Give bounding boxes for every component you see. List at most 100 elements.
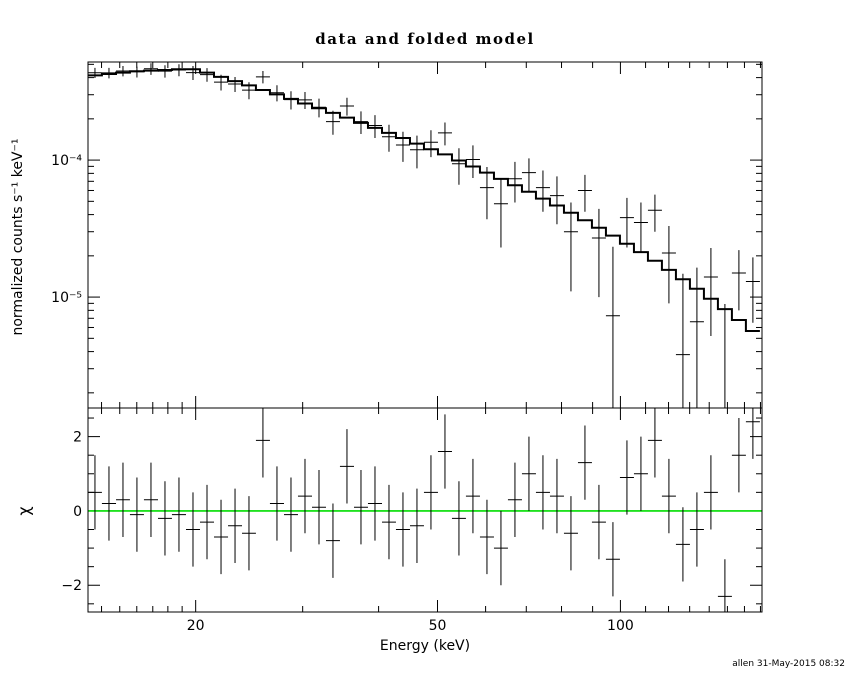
residual-point [675,507,690,582]
residual-point [661,458,676,534]
residual-point [591,484,606,560]
data-point [382,124,396,152]
y-tick-label-bottom: −2 [61,578,82,594]
y-tick-label-bottom: 0 [73,504,82,520]
data-point [451,148,466,185]
residual-point [214,499,229,575]
y-tick-label-top: 10⁻⁴ [51,153,82,169]
y-tick-label-bottom: 2 [73,430,82,446]
data-point [325,110,340,135]
residual-point [129,477,144,552]
data-point [745,257,760,323]
data-point [577,174,592,212]
residual-point [633,436,648,511]
residual-point [647,408,662,478]
x-axis-label: Energy (keV) [379,638,471,654]
data-point [619,197,634,248]
data-point [214,74,229,91]
residual-point [703,455,718,530]
x-tick-label: 20 [187,618,205,634]
data-point [647,194,662,232]
data-point [563,202,578,292]
residual-point [283,477,298,552]
residual-point [409,488,424,563]
data-point [269,85,284,102]
residual-point [312,470,326,545]
data-point [88,67,102,79]
residual-point [717,559,732,612]
data-point [395,131,410,162]
bottom-panel-frame [87,407,763,613]
data-point [143,63,159,75]
top-panel-frame [87,61,763,409]
model-line [88,68,760,333]
data-point [297,92,313,110]
residual-point [255,408,270,478]
data-point [242,82,256,100]
data-point [535,170,550,212]
data-point [312,98,326,118]
data-point [479,167,494,220]
data-point [339,97,354,116]
residual-point [171,477,186,552]
data-point [423,130,438,158]
residual-point [577,425,592,500]
residual-point [465,458,480,534]
data-point [675,273,690,408]
residual-point [731,418,746,493]
x-tick-label: 50 [429,618,447,634]
residual-point [88,455,102,530]
data-point [171,64,186,77]
data-point [129,66,144,78]
data-point [228,77,243,93]
residual-point [116,462,130,537]
data-points [88,63,760,408]
data-point [101,67,117,79]
data-point [158,65,172,78]
residual-point [451,481,466,556]
residual-point [185,492,200,567]
residual-point [158,481,172,556]
data-point [731,250,746,311]
residual-point [325,503,340,578]
residual-point [242,496,256,571]
residual-point [493,510,508,586]
data-point [724,304,726,408]
plot-timestamp: allen 31-May-2015 08:32 [732,659,845,669]
residual-point [143,462,159,537]
residual-point [521,436,536,511]
residual-point [199,484,215,560]
residual-point [605,522,620,597]
residual-point [297,458,313,534]
plot-title: data and folded model [315,30,535,48]
data-point [661,226,676,304]
data-point [703,248,718,336]
data-point [493,178,508,248]
residual-point [423,455,438,530]
data-point [283,91,298,110]
data-point [591,208,606,298]
data-point [605,246,620,408]
residual-point [367,466,383,541]
data-point [549,176,564,225]
residual-point [228,488,243,563]
residual-point [619,440,634,515]
residual-point [549,458,564,534]
residual-point [479,499,494,575]
data-point [199,68,215,82]
residual-point [353,470,368,545]
y-tick-label-top: 10⁻⁵ [51,290,82,306]
data-point [116,66,130,77]
residual-point [269,466,284,541]
data-point [367,115,383,138]
residual-point [507,462,522,537]
data-point [255,70,270,84]
data-point [353,111,368,135]
residual-point [101,466,117,541]
residual-point [437,414,452,489]
data-point [465,145,480,179]
tick-labels: 20 50 100 10⁻⁵ 10⁻⁴ −2 0 2 [51,153,634,634]
